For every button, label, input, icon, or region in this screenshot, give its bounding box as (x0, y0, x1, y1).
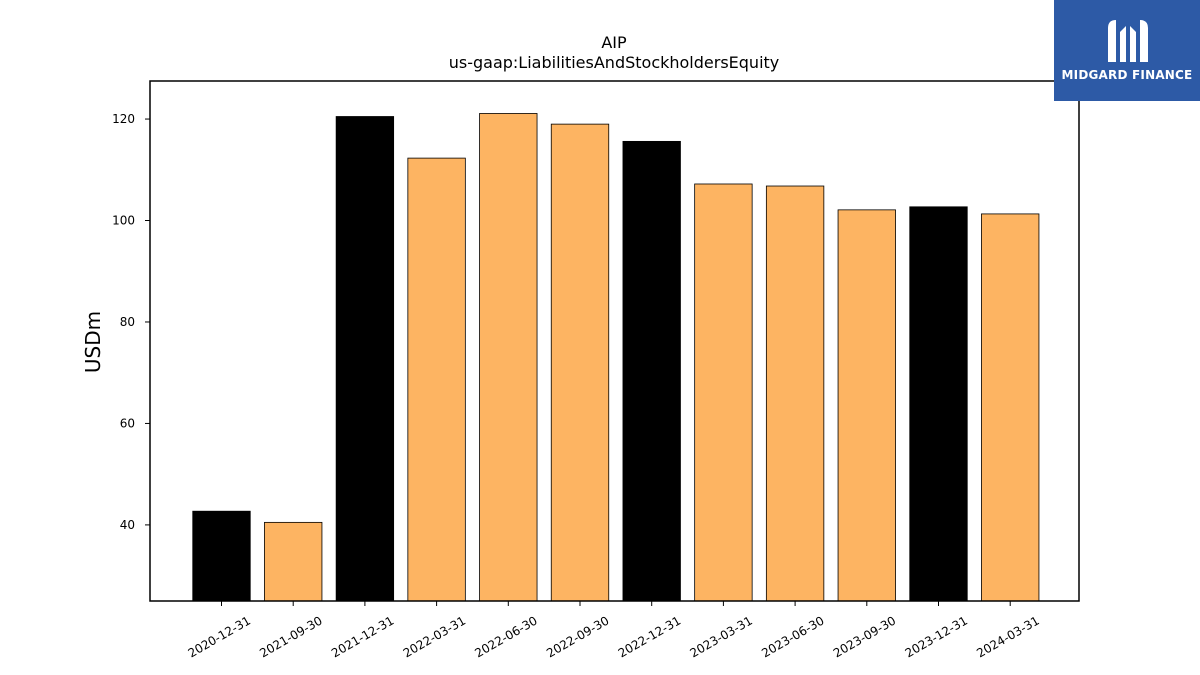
x-tick-label: 2022-12-31 (616, 613, 683, 660)
y-tick-label: 100 (112, 214, 135, 228)
bar-2022-12-31 (622, 140, 681, 602)
bar-2022-03-31 (407, 157, 466, 602)
x-tick-label: 2021-12-31 (329, 613, 396, 660)
brand-logo: MIDGARD FINANCE (1054, 0, 1200, 101)
chart-title: AIP (601, 33, 627, 52)
bar-2022-06-30 (479, 113, 538, 602)
bar-2023-12-31 (909, 206, 968, 602)
x-tick-label: 2020-12-31 (186, 613, 253, 660)
x-tick-label: 2022-03-31 (401, 613, 468, 660)
brand-name: MIDGARD FINANCE (1061, 68, 1193, 82)
x-tick-label: 2021-09-30 (257, 613, 324, 660)
x-tick-label: 2022-09-30 (544, 613, 611, 660)
bar-2024-03-31 (981, 213, 1040, 602)
y-tick-label: 80 (120, 315, 135, 329)
x-tick-label: 2023-12-31 (903, 613, 970, 660)
bar-2023-06-30 (765, 185, 825, 602)
x-tick-label: 2023-09-30 (831, 613, 898, 660)
y-tick-label: 60 (120, 416, 135, 430)
y-tick-label: 120 (112, 112, 135, 126)
y-axis: 40 60 80 100 120 (112, 112, 150, 532)
bar-2022-09-30 (550, 123, 610, 602)
brand-mark-icon (1108, 20, 1148, 62)
x-tick-label: 2024-03-31 (974, 613, 1041, 660)
y-axis-label: USDm (81, 311, 105, 373)
bar-2023-09-30 (837, 209, 896, 602)
bars-group (192, 113, 1040, 602)
chart-subtitle: us-gaap:LiabilitiesAndStockholdersEquity (449, 53, 780, 72)
bar-2020-12-31 (192, 510, 251, 602)
plot-frame (149, 80, 1080, 602)
x-tick-label: 2022-06-30 (472, 613, 539, 660)
bar-2023-03-31 (694, 183, 753, 602)
x-axis: 2020-12-31 2021-09-30 2021-12-31 2022-03-31… (186, 601, 1042, 660)
y-tick-label: 40 (120, 518, 135, 532)
x-tick-label: 2023-03-31 (687, 613, 754, 660)
x-tick-label: 2023-06-30 (759, 613, 826, 660)
bar-2021-09-30 (264, 521, 323, 602)
bar-2021-12-31 (335, 116, 395, 602)
